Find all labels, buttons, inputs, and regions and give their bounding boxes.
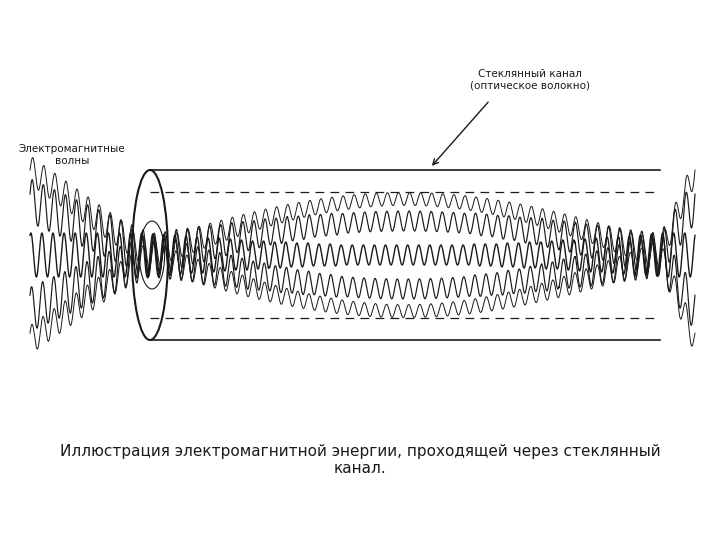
Text: Иллюстрация электромагнитной энергии, проходящей через стеклянный
канал.: Иллюстрация электромагнитной энергии, пр…: [60, 444, 660, 476]
Text: Электромагнитные
волны: Электромагнитные волны: [19, 144, 125, 166]
Text: Стеклянный канал
(оптическое волокно): Стеклянный канал (оптическое волокно): [470, 69, 590, 91]
